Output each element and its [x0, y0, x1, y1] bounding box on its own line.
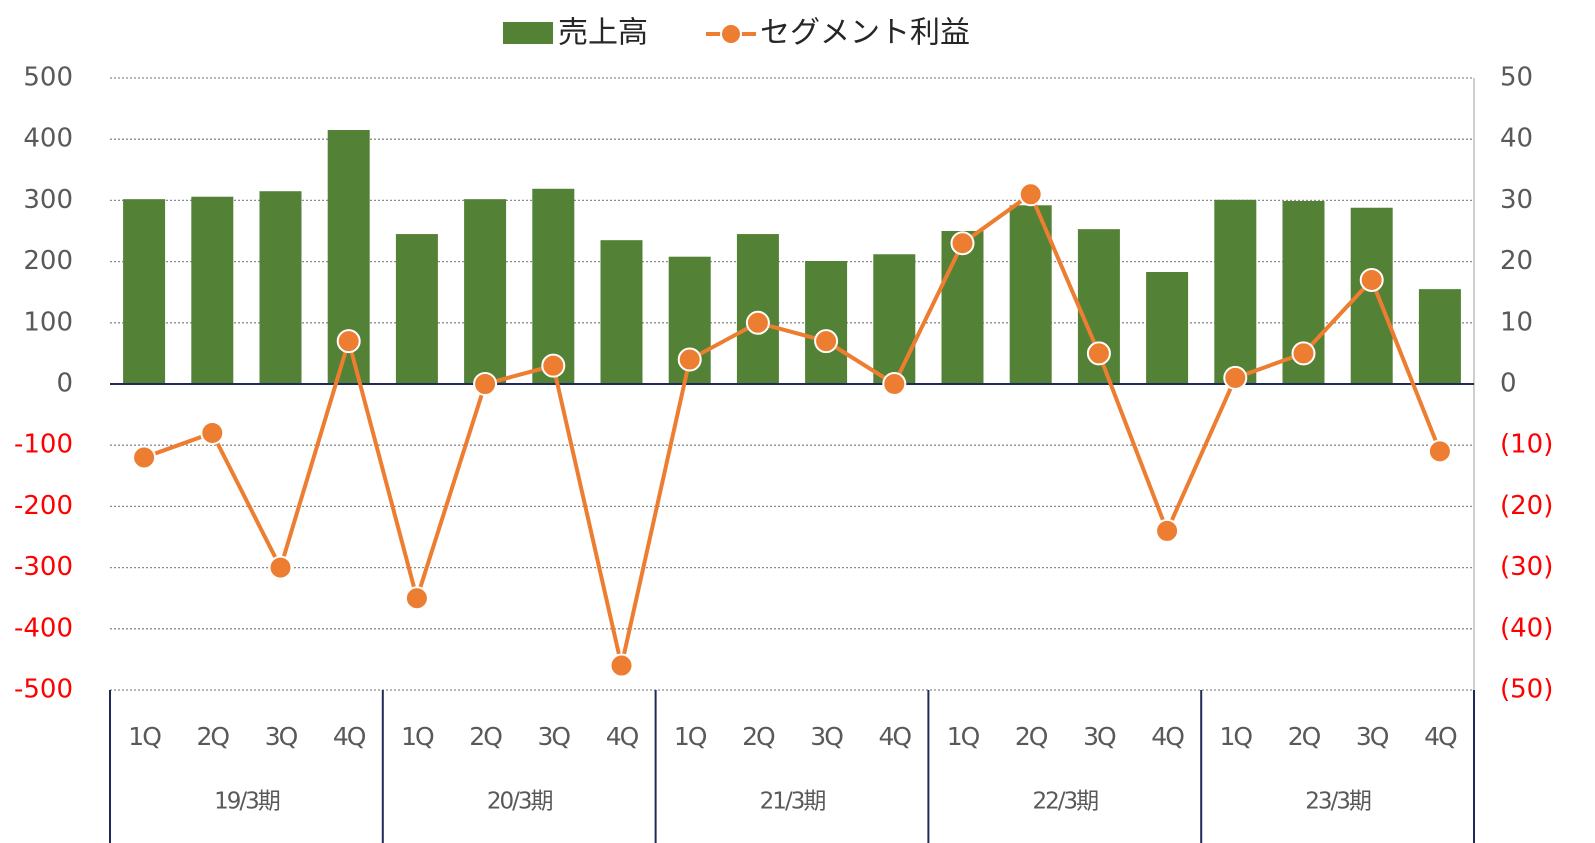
x-tick-label: 1Q: [401, 722, 434, 751]
x-tick-label: 3Q: [538, 722, 571, 751]
x-tick-label: 3Q: [1356, 722, 1389, 751]
x-group-label: 19/3期: [214, 789, 280, 815]
x-tick-label: 2Q: [1288, 722, 1321, 751]
y-tick-label: -200: [14, 491, 73, 521]
marker: [1155, 518, 1180, 543]
legend-label: セグメント利益: [760, 16, 970, 51]
marker: [132, 445, 157, 470]
x-tick-label: 1Q: [128, 722, 161, 751]
bar: [395, 234, 438, 384]
marker: [1086, 341, 1111, 366]
y-tick-label: 100: [23, 307, 73, 337]
y-tick-label: 200: [23, 246, 73, 276]
y2-tick-label: (20): [1500, 491, 1553, 521]
y2-tick-label: 40: [1500, 124, 1533, 154]
x-tick-label: 4Q: [333, 722, 366, 751]
marker: [677, 347, 702, 372]
bar: [1009, 205, 1052, 384]
x-tick-label: 4Q: [1424, 722, 1457, 751]
bar: [600, 240, 643, 384]
x-tick-label: 1Q: [674, 722, 707, 751]
y-tick-label: 400: [23, 124, 73, 154]
marker: [268, 555, 293, 580]
y2-tick-label: 30: [1500, 185, 1533, 215]
x-tick-label: 2Q: [742, 722, 775, 751]
y2-tick-label: (10): [1500, 430, 1553, 460]
x-tick-label: 4Q: [606, 722, 639, 751]
marker: [404, 586, 429, 611]
marker: [1359, 267, 1384, 292]
marker: [200, 420, 225, 445]
y2-tick-label: (50): [1500, 675, 1553, 705]
bar: [941, 231, 984, 384]
x-tick-label: 1Q: [947, 722, 980, 751]
bar: [805, 260, 848, 384]
legend-swatch: [503, 22, 553, 44]
bar: [123, 199, 166, 384]
bar: [1214, 199, 1257, 384]
x-tick-label: 4Q: [1151, 722, 1184, 751]
x-tick-label: 3Q: [265, 722, 298, 751]
bar: [532, 188, 575, 384]
x-tick-label: 2Q: [469, 722, 502, 751]
x-tick-label: 2Q: [1015, 722, 1048, 751]
marker: [950, 231, 975, 256]
bar: [873, 254, 916, 384]
bar: [1418, 289, 1461, 384]
y2-tick-label: 10: [1500, 307, 1533, 337]
y-tick-label: -300: [14, 552, 73, 582]
y2-tick-label: 0: [1500, 369, 1517, 399]
y2-tick-label: 20: [1500, 246, 1533, 276]
marker: [1223, 365, 1248, 390]
y2-tick-label: (40): [1500, 613, 1553, 643]
marker: [1291, 341, 1316, 366]
x-group-label: 23/3期: [1305, 789, 1371, 815]
bar: [259, 191, 302, 384]
x-tick-label: 1Q: [1220, 722, 1253, 751]
x-tick-label: 2Q: [197, 722, 230, 751]
y-tick-label: 500: [23, 63, 73, 93]
marker: [336, 329, 361, 354]
y-tick-label: -400: [14, 613, 73, 643]
marker: [541, 353, 566, 378]
x-group-label: 20/3期: [487, 789, 553, 815]
x-tick-label: 3Q: [1083, 722, 1116, 751]
y2-tick-label: 50: [1500, 63, 1533, 93]
bar: [464, 199, 507, 384]
marker: [745, 310, 770, 335]
marker: [814, 329, 839, 354]
y-tick-label: -100: [14, 430, 73, 460]
marker: [882, 372, 907, 396]
x-group-label: 21/3期: [760, 789, 826, 815]
x-tick-label: 3Q: [810, 722, 843, 751]
line: [143, 191, 1442, 666]
y-tick-label: 0: [56, 369, 73, 399]
marker: [609, 653, 634, 678]
marker: [473, 372, 498, 396]
legend-swatch: [720, 23, 742, 45]
y-tick-label: 300: [23, 185, 73, 215]
bar: [1146, 272, 1189, 384]
y2-tick-label: (30): [1500, 552, 1553, 582]
marker: [1427, 439, 1452, 464]
marker: [1018, 182, 1043, 207]
bar: [736, 234, 779, 384]
x-group-label: 22/3期: [1032, 789, 1098, 815]
bar: [191, 196, 234, 384]
x-tick-label: 4Q: [879, 722, 912, 751]
legend-label: 売上高: [558, 16, 648, 51]
y-tick-label: -500: [14, 675, 73, 705]
